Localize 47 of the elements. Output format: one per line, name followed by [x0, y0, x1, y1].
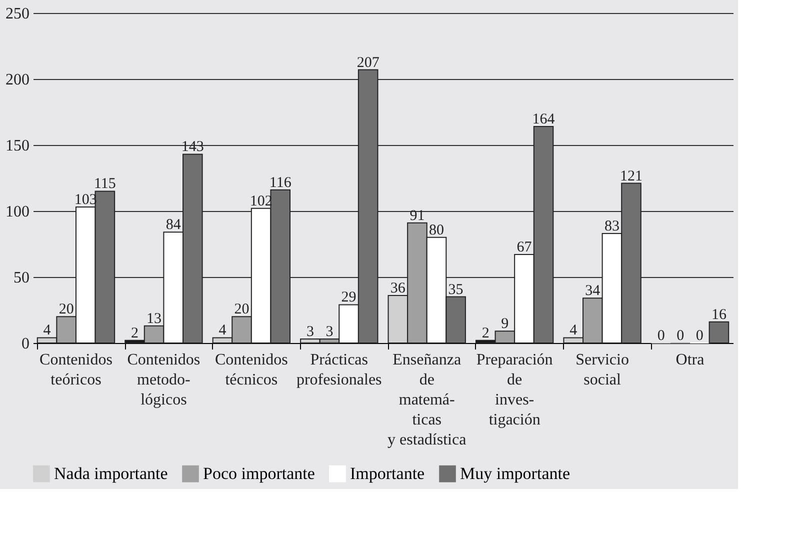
x-tick-label: Enseñanza de matemá- ticas y estadística	[388, 352, 466, 448]
data-label: 20	[58, 302, 74, 318]
y-tick-label: 200	[6, 72, 30, 88]
data-label: 67	[516, 240, 532, 256]
data-label: 29	[341, 290, 356, 306]
data-label: 4	[570, 322, 578, 339]
x-tick-label: Contenidos metodo- lógicos	[127, 352, 200, 408]
data-label: 115	[94, 176, 116, 192]
data-label: 4	[218, 322, 227, 339]
y-tick-label: 0	[22, 336, 30, 352]
data-label: 3	[306, 324, 314, 340]
data-label: 116	[269, 174, 292, 191]
data-label: 9	[501, 316, 509, 332]
data-label: 0	[696, 328, 704, 344]
data-label: 83	[604, 218, 620, 234]
data-label: 121	[620, 168, 642, 184]
data-label: 0	[676, 328, 684, 344]
data-label: 207	[356, 54, 380, 71]
data-label: 13	[146, 310, 162, 327]
legend-label: Poco importante	[203, 464, 315, 483]
x-tick-label: Contenidos teóricos	[40, 352, 112, 388]
data-label: 4	[43, 322, 52, 339]
data-label: 2	[482, 325, 490, 342]
x-tick-label: Contenidos técnicos	[214, 352, 288, 388]
y-tick-label: 100	[6, 204, 30, 220]
data-label: 2	[131, 325, 139, 342]
y-tick-label: 150	[6, 138, 30, 154]
data-label: 16	[711, 306, 727, 323]
data-label: 80	[429, 222, 444, 238]
data-label: 0	[657, 328, 665, 344]
data-label: 3	[326, 324, 334, 340]
data-label: 35	[448, 282, 464, 298]
data-label: 34	[585, 283, 601, 300]
x-tick-label: Otra	[676, 352, 704, 368]
legend-label: Nada importante	[54, 464, 168, 483]
data-label: 164	[532, 112, 556, 128]
x-tick-label: Prácticas profesionales	[296, 352, 382, 388]
data-label: 91	[410, 208, 425, 224]
data-label: 20	[234, 302, 250, 318]
y-tick-label: 50	[14, 270, 30, 286]
data-label: 36	[390, 280, 406, 296]
legend-label: Importante	[350, 464, 425, 483]
y-tick-label: 250	[6, 6, 30, 22]
legend-label: Muy importante	[460, 464, 570, 483]
x-tick-label: Preparación de inves- tigación	[476, 352, 553, 428]
data-label: 84	[166, 217, 182, 234]
x-tick-label: Servicio social	[576, 352, 629, 388]
